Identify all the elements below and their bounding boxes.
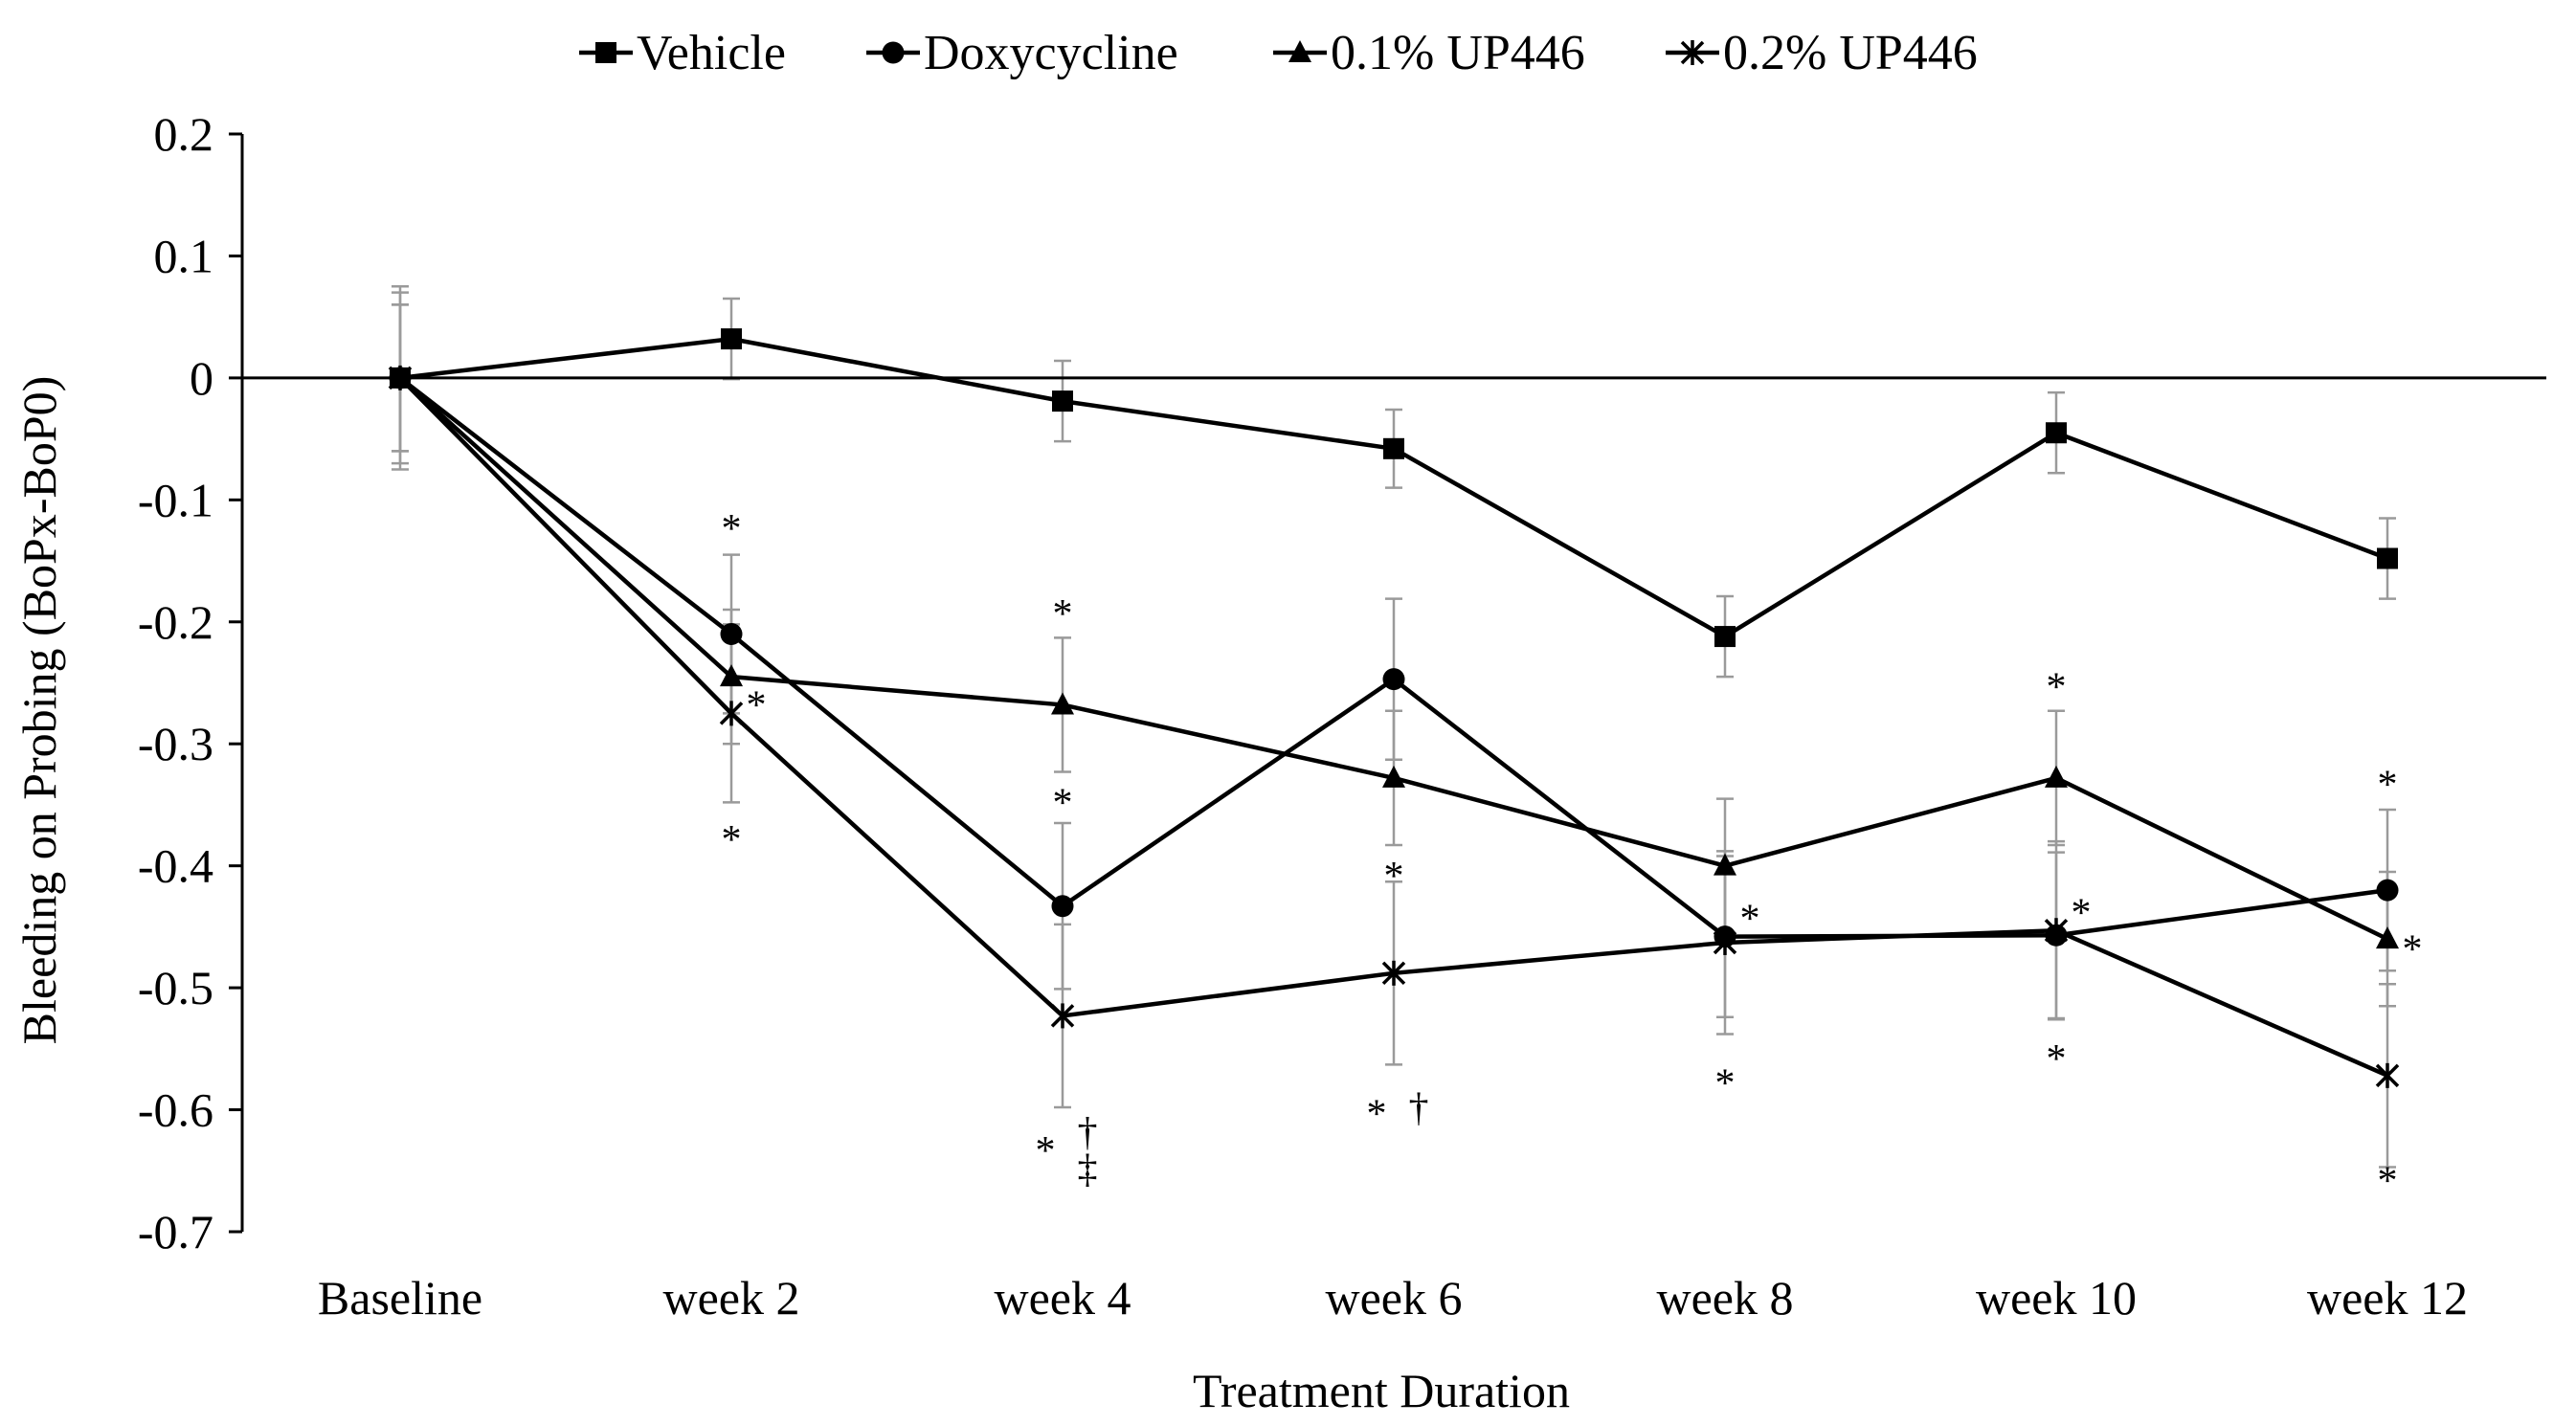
data-point (719, 701, 744, 726)
x-axis-title: Treatment Duration (1193, 1364, 1570, 1417)
y-tick-label: -0.7 (138, 1205, 213, 1259)
y-tick-label: -0.6 (138, 1083, 213, 1137)
data-point (1381, 960, 1406, 986)
legend-entry: 0.1% UP446 (1273, 26, 1585, 80)
axes: 0.2 0.1 0 -0.1 -0.2 -0.3 -0.4 -0.5 -0.6 -0.7 Basel… (138, 107, 2546, 1325)
data-point (2045, 765, 2068, 788)
annotation-mark: * (1384, 855, 1404, 899)
data-point (1714, 853, 1736, 876)
data-point (720, 664, 743, 687)
x-tick-label: week 2 (663, 1271, 800, 1325)
annotation-mark: * (1036, 1129, 1056, 1173)
y-axis-title: Bleeding on Probing (BoPx-BoP0) (12, 376, 66, 1045)
legend: Vehicle Doxycycline 0.1% UP446 0.2% UP446 (579, 26, 1978, 80)
legend-label: Doxycycline (924, 26, 1178, 80)
y-tick-label: 0 (190, 351, 213, 405)
data-point (2375, 1062, 2400, 1088)
legend-entry: 0.2% UP446 (1666, 26, 1978, 80)
x-tick-label: week 8 (1657, 1271, 1794, 1325)
data-point (1050, 1003, 1075, 1029)
data-point (2376, 879, 2399, 902)
annotation-mark: * (2403, 928, 2423, 972)
annotation-mark: ‡ (1078, 1147, 1098, 1192)
y-tick-label: -0.5 (138, 961, 213, 1014)
annotation-mark: * (2378, 763, 2398, 807)
legend-entry: Doxycycline (866, 26, 1178, 80)
data-point (1382, 765, 1405, 788)
data-point (1383, 437, 1404, 459)
y-tick-label: -0.4 (138, 839, 213, 893)
annotation-mark: * (2047, 1037, 2067, 1081)
annotation-mark: * (2047, 666, 2067, 710)
annotation-mark: † (1409, 1086, 1429, 1130)
y-tick-label: 0.2 (154, 107, 214, 161)
annotation-mark: * (1715, 1062, 1736, 1106)
legend-marker (882, 41, 905, 64)
annotation-mark: * (722, 507, 742, 551)
y-tick-label: -0.2 (138, 595, 213, 649)
annotation-mark: * (1740, 898, 1760, 942)
legend-label: 0.1% UP446 (1331, 26, 1585, 80)
data-point (1713, 929, 1737, 955)
data-point (1052, 390, 1073, 412)
legend-marker (1288, 40, 1311, 62)
y-tick-label: -0.3 (138, 717, 213, 770)
data-point (721, 328, 742, 350)
data-point (720, 623, 743, 646)
x-tick-label: Baseline (318, 1271, 482, 1325)
annotation-mark: * (1053, 782, 1073, 826)
legend-label: 0.2% UP446 (1723, 26, 1978, 80)
annotation-mark: * (1053, 592, 1073, 636)
annotation-mark: * (1367, 1093, 1387, 1137)
x-tick-label: week 6 (1326, 1271, 1463, 1325)
data-point (2376, 926, 2399, 949)
data-point (1382, 668, 1405, 691)
data-point (1051, 895, 1074, 918)
data-point (2046, 422, 2067, 444)
annotation-mark: * (2378, 1160, 2398, 1204)
data-point (1714, 626, 1736, 648)
annotation-mark: * (722, 818, 742, 862)
annotation-mark: * (747, 684, 767, 728)
annotation-mark: † (1078, 1111, 1098, 1155)
legend-entry: Vehicle (579, 26, 786, 80)
y-tick-label: 0.1 (154, 229, 214, 282)
legend-marker (595, 42, 616, 63)
significance-annotations: ****** †‡** †******** (722, 507, 2423, 1204)
error-bars (392, 285, 2396, 1169)
annotation-mark: * (2072, 891, 2092, 935)
legend-marker (1680, 40, 1705, 65)
x-tick-label: week 12 (2307, 1271, 2468, 1325)
x-tick-label: week 4 (995, 1271, 1131, 1325)
data-point (1051, 692, 1074, 715)
x-tick-label: week 10 (1976, 1271, 2137, 1325)
data-point (2377, 547, 2398, 569)
data-point (2044, 918, 2069, 944)
legend-label: Vehicle (637, 26, 786, 80)
y-tick-label: -0.1 (138, 473, 213, 526)
